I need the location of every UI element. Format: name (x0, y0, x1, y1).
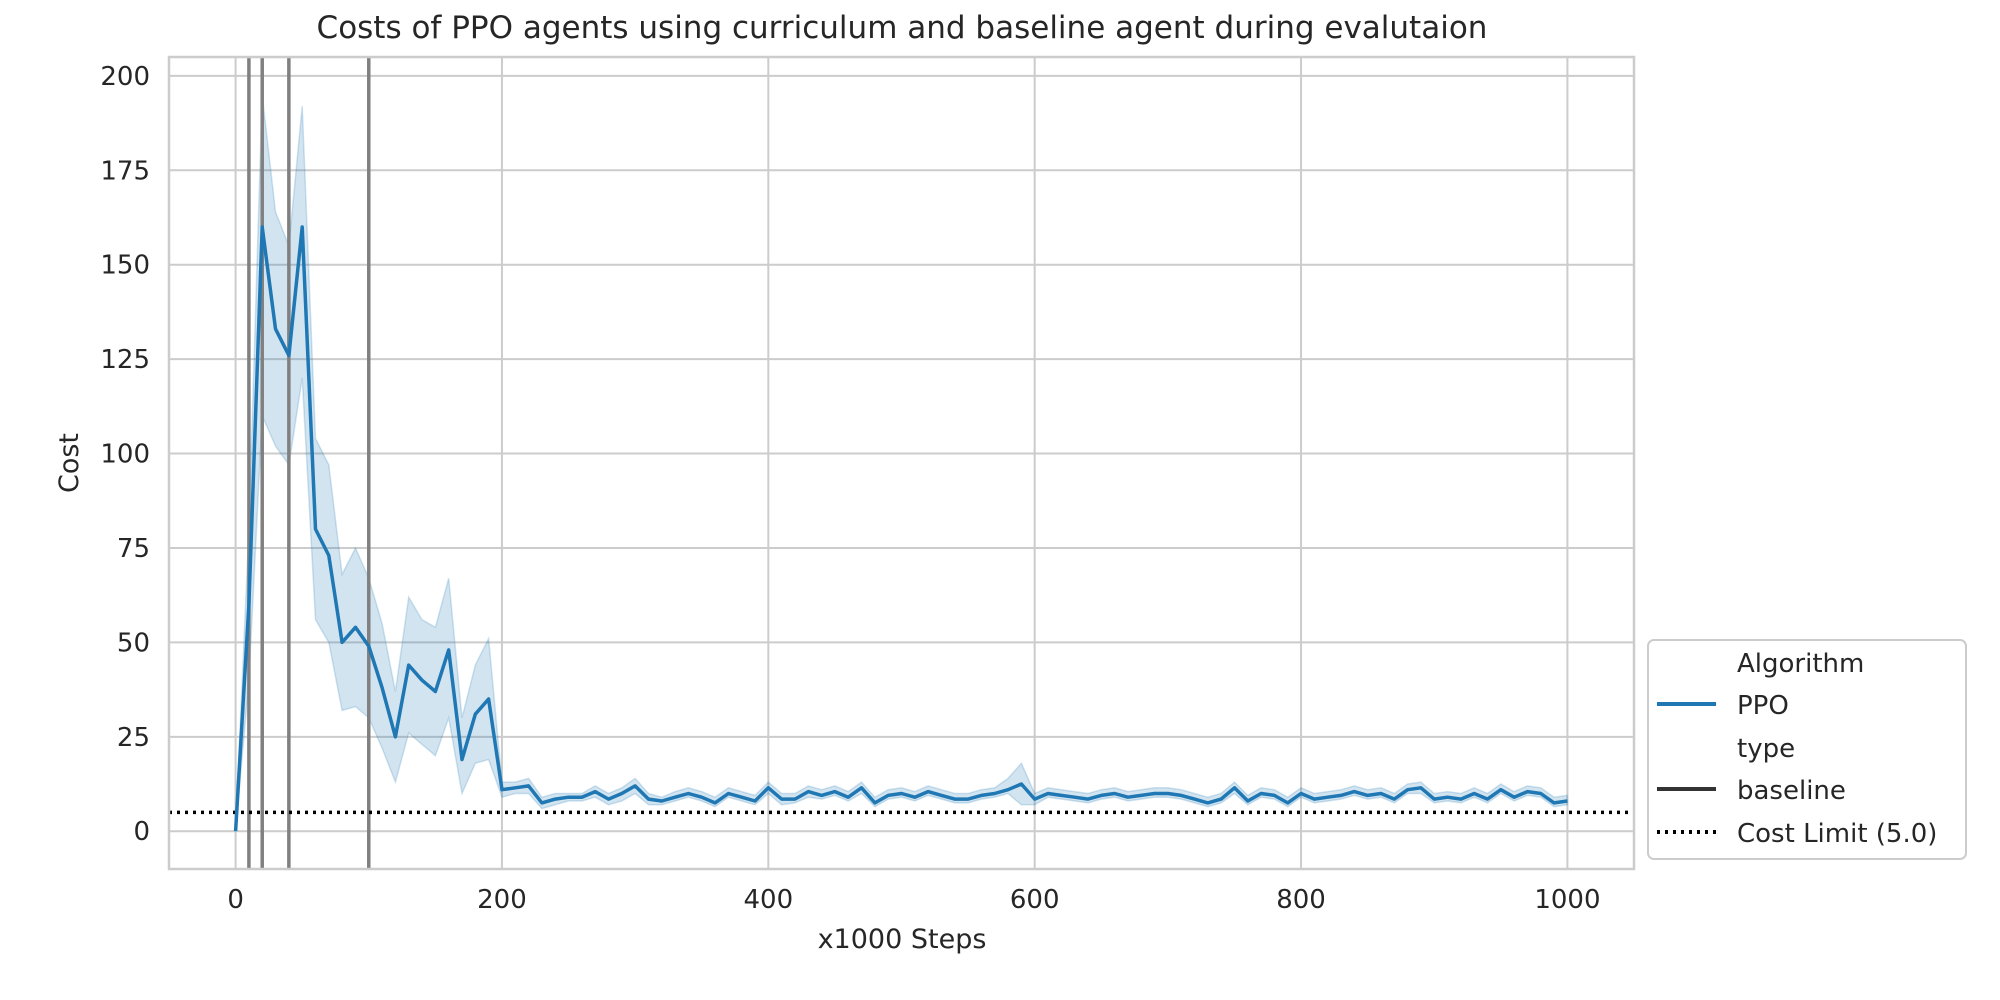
y-axis-label: Cost (54, 433, 85, 493)
curriculum-vertical-lines (247, 57, 371, 869)
ppo-line-layer (233, 225, 1568, 832)
y-tick-label: 125 (100, 345, 150, 375)
legend-title-type: type (1737, 734, 1795, 764)
ppo-mean-line (233, 225, 1568, 832)
legend-entry-cost-limit: Cost Limit (5.0) (1737, 819, 1937, 849)
y-tick-label: 150 (100, 251, 150, 281)
x-tick-label: 400 (743, 885, 793, 915)
legend: Algorithm PPO type baseline Cost Limit (… (1647, 639, 1967, 860)
x-tick-label: 1000 (1534, 885, 1600, 915)
grid-lines (169, 57, 1634, 869)
legend-box (1647, 639, 1967, 860)
ppo-confidence-band (234, 94, 1569, 832)
y-tick-label: 50 (117, 628, 150, 658)
y-tick-label: 175 (100, 156, 150, 186)
x-axis-label: x1000 Steps (818, 924, 987, 955)
x-tick-label: 600 (1010, 885, 1060, 915)
x-tick-label: 0 (227, 885, 244, 915)
x-tick-label: 200 (477, 885, 527, 915)
x-tick-label: 800 (1276, 885, 1326, 915)
y-tick-label: 200 (100, 62, 150, 92)
legend-entry-baseline: baseline (1737, 776, 1846, 806)
chart-title: Costs of PPO agents using curriculum and… (317, 10, 1488, 46)
y-tick-label: 0 (133, 817, 150, 847)
y-tick-labels: 0 25 50 75 100 125 150 175 200 (100, 62, 150, 847)
confidence-band-layer (234, 94, 1569, 832)
y-tick-label: 75 (117, 534, 150, 564)
legend-entry-ppo: PPO (1737, 691, 1789, 721)
legend-title-algorithm: Algorithm (1737, 649, 1864, 679)
x-tick-labels: 0 200 400 600 800 1000 (227, 885, 1600, 915)
y-tick-label: 100 (100, 440, 150, 470)
y-tick-label: 25 (117, 723, 150, 753)
plot-frame (167, 55, 1636, 871)
